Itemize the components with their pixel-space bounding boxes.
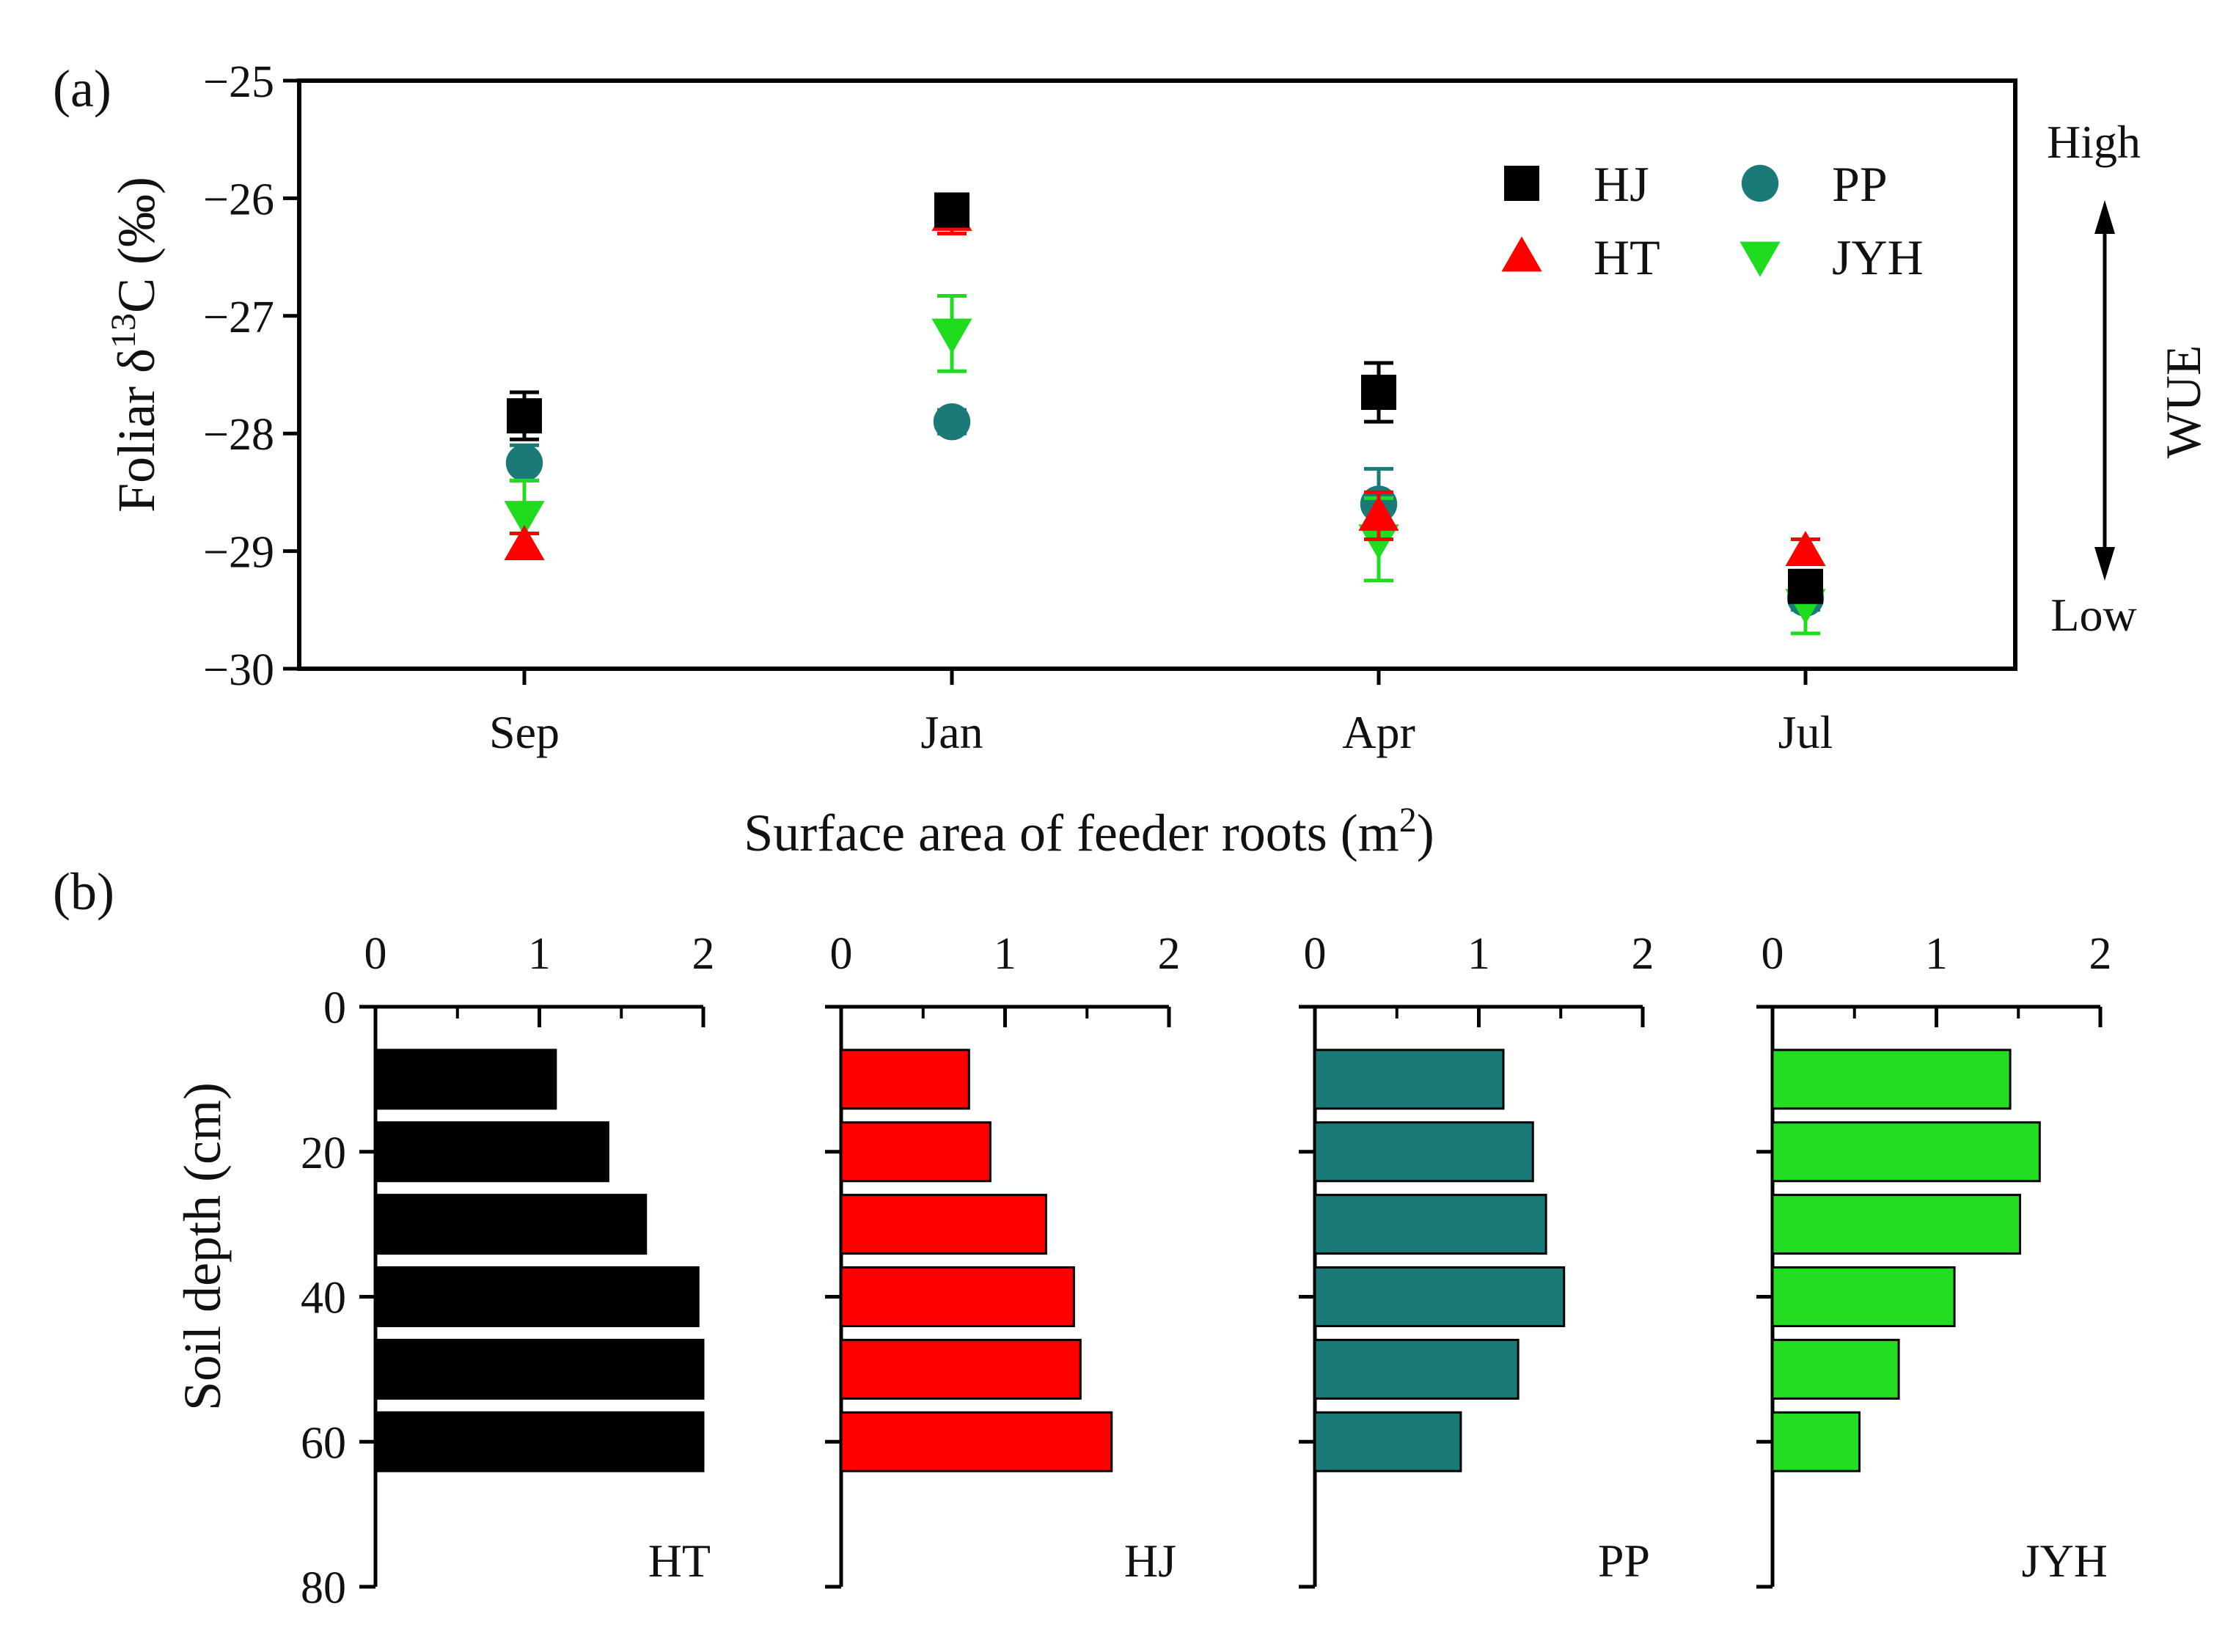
point-jyh-sep bbox=[504, 501, 545, 537]
subplot-hj-x-tick-label-0: 0 bbox=[830, 929, 853, 979]
subplot-pp-bar-depth-60 bbox=[1313, 1411, 1462, 1472]
point-hj-sep bbox=[507, 398, 542, 434]
depth-tick-label-20: 20 bbox=[301, 1128, 346, 1178]
y-tick-label--26: −26 bbox=[203, 175, 274, 224]
x-tick-label-jan: Jan bbox=[920, 706, 983, 758]
subplot-pp-bar-depth-10 bbox=[1313, 1049, 1505, 1110]
subplot-ht-bar-depth-50 bbox=[374, 1338, 705, 1400]
legend-label-hj: HJ bbox=[1594, 156, 1649, 212]
subplot-jyh-x-tick-label-2: 2 bbox=[2089, 929, 2112, 979]
subplot-pp-label: PP bbox=[1598, 1535, 1650, 1587]
wue-arrow-head-down bbox=[2094, 547, 2115, 581]
x-tick-label-jul: Jul bbox=[1778, 706, 1833, 758]
y-tick-label--29: −29 bbox=[203, 528, 274, 578]
subplot-ht-bar-depth-60 bbox=[374, 1411, 705, 1472]
subplot-jyh-bar-depth-50 bbox=[1771, 1338, 1900, 1400]
subplot-jyh-x-tick-label-1: 1 bbox=[1925, 929, 1948, 979]
depth-tick-label-40: 40 bbox=[301, 1274, 346, 1324]
subplot-ht-bar-depth-10 bbox=[374, 1049, 557, 1110]
subplot-pp-x-tick-label-0: 0 bbox=[1304, 929, 1327, 979]
y-tick-label--28: −28 bbox=[203, 410, 274, 460]
subplot-jyh-bar-depth-40 bbox=[1771, 1266, 1956, 1327]
wue-high-label: High bbox=[2047, 116, 2141, 168]
subplot-hj-x-tick-label-2: 2 bbox=[1158, 929, 1181, 979]
point-hj-jul bbox=[1788, 568, 1823, 604]
point-ht-jul bbox=[1785, 531, 1826, 566]
panel-b-xlabel: Surface area of feeder roots (m2) bbox=[744, 801, 1434, 863]
legend-label-jyh: JYH bbox=[1832, 230, 1924, 285]
point-jyh-apr bbox=[1358, 524, 1399, 560]
wue-low-label: Low bbox=[2050, 589, 2136, 641]
wue-arrow-head-up bbox=[2094, 200, 2115, 234]
subplot-pp-bar-depth-50 bbox=[1313, 1338, 1520, 1400]
subplot-ht-label: HT bbox=[648, 1535, 711, 1587]
legend-label-pp: PP bbox=[1832, 156, 1888, 212]
subplot-hj-bar-depth-30 bbox=[840, 1194, 1047, 1255]
point-pp-jan bbox=[933, 403, 971, 441]
subplot-ht-bar-depth-20 bbox=[374, 1121, 609, 1183]
panel-a-ylabel: Foliar δ13C (‰) bbox=[104, 177, 166, 513]
point-pp-sep bbox=[505, 444, 543, 482]
subplot-pp-x-tick-label-2: 2 bbox=[1632, 929, 1654, 979]
legend-label-ht: HT bbox=[1594, 230, 1660, 285]
legend-marker-ht bbox=[1501, 236, 1542, 272]
subplot-jyh-x-tick-label-0: 0 bbox=[1762, 929, 1784, 979]
subplot-ht-bar-depth-30 bbox=[374, 1194, 648, 1255]
subplot-hj-x-tick-label-1: 1 bbox=[994, 929, 1016, 979]
subplot-jyh-label: JYH bbox=[2022, 1535, 2108, 1587]
subplot-ht-x-tick-label-0: 0 bbox=[364, 929, 387, 979]
point-ht-apr bbox=[1358, 495, 1399, 531]
panel-a-label: (a) bbox=[53, 59, 111, 118]
subplot-jyh-bar-depth-10 bbox=[1771, 1049, 2012, 1110]
point-hj-jan bbox=[934, 192, 969, 228]
point-jyh-jan bbox=[931, 318, 972, 354]
y-tick-label--30: −30 bbox=[203, 645, 274, 695]
subplot-ht-x-tick-label-1: 1 bbox=[528, 929, 551, 979]
panel-a-plot: −25 −26 −27 −28 −29 −30 Sep Jan Apr Jul HJ HT PP JYH bbox=[203, 57, 2115, 758]
depth-tick-label-80: 80 bbox=[301, 1563, 346, 1613]
subplot-hj-label: HJ bbox=[1124, 1535, 1176, 1587]
subplot-jyh-bar-depth-30 bbox=[1771, 1194, 2021, 1255]
legend-marker-hj bbox=[1504, 166, 1539, 201]
subplot-hj-bar-depth-50 bbox=[840, 1338, 1082, 1400]
wue-label: WUE bbox=[2155, 345, 2211, 459]
subplot-hj-bar-depth-40 bbox=[840, 1266, 1075, 1327]
depth-tick-label-60: 60 bbox=[301, 1418, 346, 1468]
panel-b-ylabel: Soil depth (cm) bbox=[173, 1082, 232, 1411]
depth-tick-label-0: 0 bbox=[323, 983, 346, 1033]
y-tick-label--25: −25 bbox=[203, 57, 274, 107]
subplot-pp-bar-depth-40 bbox=[1313, 1266, 1566, 1327]
subplot-ht-x-tick-label-2: 2 bbox=[692, 929, 715, 979]
legend-marker-jyh bbox=[1740, 241, 1781, 277]
subplot-hj-bar-depth-10 bbox=[840, 1049, 970, 1110]
x-tick-label-apr: Apr bbox=[1342, 706, 1415, 758]
subplot-ht-bar-depth-40 bbox=[374, 1266, 700, 1327]
subplot-pp-bar-depth-30 bbox=[1313, 1194, 1547, 1255]
subplot-jyh-bar-depth-60 bbox=[1771, 1411, 1861, 1472]
subplot-jyh-bar-depth-20 bbox=[1771, 1121, 2041, 1183]
y-tick-label--27: −27 bbox=[203, 293, 274, 342]
panel-b-label: (b) bbox=[53, 862, 114, 921]
subplot-pp-bar-depth-20 bbox=[1313, 1121, 1534, 1183]
point-ht-sep bbox=[504, 524, 545, 560]
subplot-pp-x-tick-label-1: 1 bbox=[1467, 929, 1490, 979]
x-tick-label-sep: Sep bbox=[489, 706, 560, 758]
legend-marker-pp bbox=[1741, 164, 1779, 202]
point-hj-apr bbox=[1361, 375, 1396, 411]
subplot-hj-bar-depth-20 bbox=[840, 1121, 991, 1183]
panel-a-frame bbox=[297, 78, 2017, 671]
subplot-hj-bar-depth-60 bbox=[840, 1411, 1113, 1472]
